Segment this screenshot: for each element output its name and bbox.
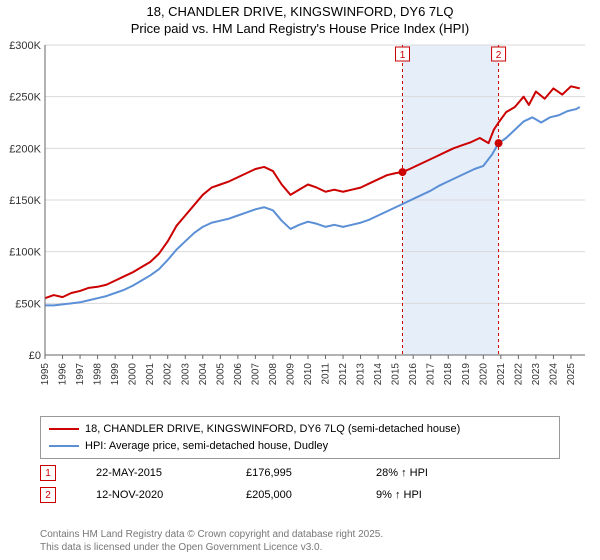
legend-swatch — [49, 445, 79, 447]
y-tick-label: £50K — [15, 298, 41, 310]
x-tick-label: 2015 — [391, 363, 402, 386]
x-tick-label: 2024 — [548, 363, 559, 386]
x-tick-label: 2009 — [285, 363, 296, 386]
title-line1: 18, CHANDLER DRIVE, KINGSWINFORD, DY6 7L… — [0, 4, 600, 21]
x-tick-label: 2004 — [198, 363, 209, 386]
y-tick-label: £200K — [9, 143, 41, 155]
legend: 18, CHANDLER DRIVE, KINGSWINFORD, DY6 7L… — [40, 416, 560, 459]
y-tick-label: £300K — [9, 40, 41, 52]
marker-badge-num: 1 — [400, 50, 406, 61]
sale-date: 22-MAY-2015 — [96, 467, 206, 479]
y-tick-label: £150K — [9, 195, 41, 207]
x-tick-label: 2025 — [566, 363, 577, 386]
x-tick-label: 2019 — [461, 363, 472, 386]
x-tick-label: 2021 — [496, 363, 507, 386]
x-tick-label: 1998 — [93, 363, 104, 386]
x-tick-label: 1996 — [58, 363, 69, 386]
marker-badge-num: 2 — [496, 50, 502, 61]
legend-row: 18, CHANDLER DRIVE, KINGSWINFORD, DY6 7L… — [49, 421, 551, 438]
x-tick-label: 2013 — [356, 363, 367, 386]
legend-label: 18, CHANDLER DRIVE, KINGSWINFORD, DY6 7L… — [85, 421, 460, 438]
x-tick-label: 2001 — [145, 363, 156, 386]
footer: Contains HM Land Registry data © Crown c… — [40, 528, 383, 554]
x-tick-label: 2007 — [250, 363, 261, 386]
sales-table: 1 22-MAY-2015 £176,995 28% ↑ HPI 2 12-NOV-202… — [40, 462, 560, 506]
chart-area: £0 £50K £100K £150K £200K £250K £300K 1995 1996 1… — [0, 40, 600, 410]
sale-price: £176,995 — [246, 467, 336, 479]
x-tick-label: 2011 — [321, 363, 332, 385]
chart-title: 18, CHANDLER DRIVE, KINGSWINFORD, DY6 7L… — [0, 0, 600, 38]
footer-line2: This data is licensed under the Open Gov… — [40, 541, 383, 554]
x-tick-label: 2017 — [426, 363, 437, 386]
sale-row: 1 22-MAY-2015 £176,995 28% ↑ HPI — [40, 462, 560, 484]
x-tick-label: 2020 — [478, 363, 489, 386]
x-tick-label: 2005 — [215, 363, 226, 386]
x-tick-label: 2023 — [531, 363, 542, 386]
footer-line1: Contains HM Land Registry data © Crown c… — [40, 528, 383, 541]
x-tick-label: 2003 — [180, 363, 191, 386]
y-tick-label: £100K — [9, 247, 41, 259]
sale-badge: 2 — [40, 487, 56, 503]
y-tick-label: £0 — [29, 350, 41, 362]
x-tick-label: 2016 — [408, 363, 419, 386]
x-tick-label: 2022 — [513, 363, 524, 386]
sale-delta: 28% ↑ HPI — [376, 467, 428, 479]
legend-row: HPI: Average price, semi-detached house,… — [49, 438, 551, 455]
x-tick-label: 2018 — [443, 363, 454, 386]
legend-label: HPI: Average price, semi-detached house,… — [85, 438, 328, 455]
sale-date: 12-NOV-2020 — [96, 489, 206, 501]
x-tick-label: 2006 — [233, 363, 244, 386]
marker-dot — [398, 168, 406, 176]
x-tick-label: 2012 — [338, 363, 349, 386]
x-tick-label: 1995 — [40, 363, 51, 386]
title-line2: Price paid vs. HM Land Registry's House … — [0, 21, 600, 38]
x-tick-label: 1999 — [110, 363, 121, 386]
sale-price: £205,000 — [246, 489, 336, 501]
sale-delta: 9% ↑ HPI — [376, 489, 422, 501]
x-tick-label: 2014 — [373, 363, 384, 386]
x-tick-label: 2002 — [163, 363, 174, 386]
sale-row: 2 12-NOV-2020 £205,000 9% ↑ HPI — [40, 484, 560, 506]
marker-dot — [495, 139, 503, 147]
series-red — [45, 86, 580, 298]
x-tick-label: 1997 — [75, 363, 86, 386]
sale-badge: 1 — [40, 465, 56, 481]
legend-swatch — [49, 428, 79, 430]
chart-svg: £0 £50K £100K £150K £200K £250K £300K 1995 1996 1… — [0, 40, 600, 410]
y-tick-label: £250K — [9, 92, 41, 104]
x-tick-label: 2008 — [268, 363, 279, 386]
x-tick-label: 2010 — [303, 363, 314, 386]
x-tick-label: 2000 — [128, 363, 139, 386]
